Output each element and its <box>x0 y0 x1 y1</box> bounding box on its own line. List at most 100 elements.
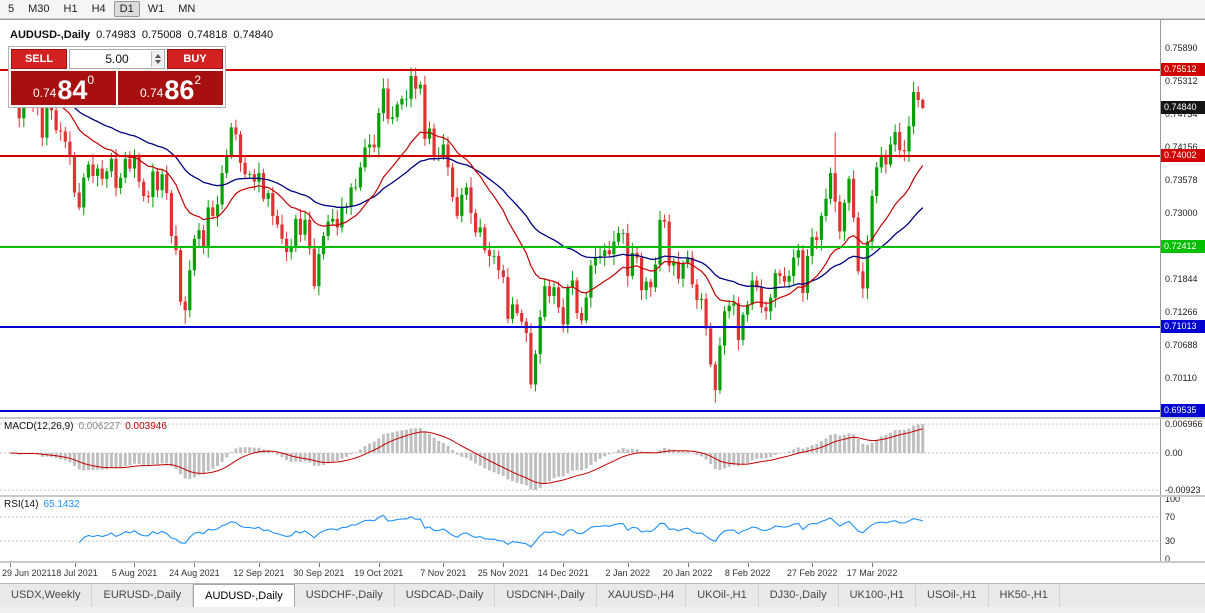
chart-tab-xauusd-h4[interactable]: XAUUSD-,H4 <box>597 584 687 607</box>
price-tick-label: 0.70688 <box>1165 340 1198 351</box>
buy-price-display[interactable]: 0.74 86 2 <box>118 71 223 105</box>
high-value: 0.75008 <box>141 29 182 41</box>
sell-button[interactable]: SELL <box>11 49 67 69</box>
rsi-name: RSI(14) <box>4 499 39 510</box>
macd-axis-label: 0.00 <box>1165 447 1183 458</box>
macd-name: MACD(12,26,9) <box>4 421 74 432</box>
macd-main-value: 0.006227 <box>78 421 121 432</box>
chart-tab-ukoil-h1[interactable]: UKOil-,H1 <box>686 584 759 607</box>
macd-axis-label: -0.00923 <box>1165 485 1201 495</box>
macd-axis-label: 0.006966 <box>1165 419 1203 429</box>
buy-price-prefix: 0.74 <box>139 86 164 100</box>
time-tick <box>258 563 260 567</box>
one-click-trading-panel: SELL 5.00 BUY 0.74 84 0 0.74 86 2 <box>8 46 226 108</box>
date-label: 29 Jun 2021 <box>2 568 52 578</box>
period-button-d1[interactable]: D1 <box>113 1 140 17</box>
volume-value: 5.00 <box>105 52 129 66</box>
chart-tab-usdcnh-daily[interactable]: USDCNH-,Daily <box>495 584 597 607</box>
price-axis-border <box>1160 20 1161 563</box>
chart-tab-usdchf-daily[interactable]: USDCHF-,Daily <box>295 584 395 607</box>
timeframe-toolbar: 5 M30 H1 H4 D1 W1 MN <box>0 0 1205 19</box>
close-value: 0.74840 <box>233 29 274 41</box>
period-button-mn[interactable]: MN <box>178 3 196 15</box>
date-label: 25 Nov 2021 <box>477 568 529 578</box>
open-value: 0.74983 <box>96 29 136 41</box>
date-label: 5 Aug 2021 <box>111 568 158 578</box>
time-tick <box>872 563 874 567</box>
date-label: 12 Sep 2021 <box>233 568 285 578</box>
horizontal-line[interactable] <box>0 154 1160 157</box>
macd-canvas[interactable] <box>0 419 1160 495</box>
chart-tabs-bar: USDX,Weekly EURUSD-,Daily AUDUSD-,Daily USD… <box>0 583 1205 607</box>
volume-input[interactable]: 5.00 <box>69 49 165 69</box>
time-tick <box>318 563 320 567</box>
price-tick-label: 0.75312 <box>1165 76 1198 86</box>
time-tick <box>443 563 445 567</box>
date-label: 18 Jul 2021 <box>51 568 98 578</box>
period-button-h1[interactable]: H1 <box>63 3 78 15</box>
time-tick <box>194 563 196 567</box>
chart-tab-eurusd-daily[interactable]: EURUSD-,Daily <box>92 584 194 607</box>
line-price-chip: 0.71013 <box>1161 320 1205 334</box>
date-label: 2 Jan 2022 <box>605 568 651 578</box>
pane-separator[interactable] <box>0 417 1205 419</box>
horizontal-line[interactable] <box>0 245 1160 248</box>
buy-button[interactable]: BUY <box>167 49 223 69</box>
current-price-chip: 0.74840 <box>1161 101 1205 115</box>
chart-tab-hk50-h1[interactable]: HK50-,H1 <box>989 584 1060 607</box>
volume-down-icon[interactable] <box>154 60 161 64</box>
period-button-5[interactable]: 5 <box>8 3 15 15</box>
price-tick-label: 0.70110 <box>1165 373 1197 384</box>
chart-tab-dj30-daily[interactable]: DJ30-,Daily <box>759 584 839 607</box>
line-price-chip: 0.69535 <box>1161 404 1205 418</box>
volume-stepper[interactable] <box>151 51 163 67</box>
time-tick <box>503 563 505 567</box>
buy-price-pipette: 2 <box>194 73 202 87</box>
rsi-axis-label: 0 <box>1165 554 1171 564</box>
date-label: 14 Dec 2021 <box>537 568 589 578</box>
period-button-h4[interactable]: H4 <box>91 3 106 15</box>
date-label: 17 Mar 2022 <box>846 568 898 578</box>
rsi-indicator-label: RSI(14) 65.1432 <box>4 499 85 510</box>
rsi-axis-label: 70 <box>1165 512 1176 522</box>
chart-window[interactable]: AUDUSD-,Daily 0.74983 0.75008 0.74818 0.7484… <box>0 19 1205 583</box>
pane-separator[interactable] <box>0 495 1205 497</box>
time-tick <box>627 563 629 567</box>
date-label: 7 Nov 2021 <box>420 568 467 578</box>
time-tick <box>687 563 689 567</box>
horizontal-line[interactable] <box>0 325 1160 328</box>
price-tick-label: 0.74156 <box>1165 142 1198 153</box>
chart-tab-usdcad-daily[interactable]: USDCAD-,Daily <box>395 584 496 607</box>
chart-tab-audusd-daily[interactable]: AUDUSD-,Daily <box>193 584 295 607</box>
chart-tab-uk100-h1[interactable]: UK100-,H1 <box>839 584 917 607</box>
period-button-m30[interactable]: M30 <box>28 3 50 15</box>
date-label: 24 Aug 2021 <box>169 568 220 578</box>
rsi-axis-label: 100 <box>1165 494 1181 504</box>
line-price-chip: 0.75512 <box>1161 63 1205 77</box>
period-button-w1[interactable]: W1 <box>147 3 165 15</box>
line-price-chip: 0.72412 <box>1161 240 1205 254</box>
price-tick-label: 0.75890 <box>1165 43 1198 53</box>
macd-signal-value: 0.003946 <box>125 421 167 432</box>
sell-price-display[interactable]: 0.74 84 0 <box>11 71 116 105</box>
time-tick <box>134 563 136 567</box>
chart-tab-usoil-h1[interactable]: USOil-,H1 <box>916 584 989 607</box>
price-tick-label: 0.73578 <box>1165 175 1198 186</box>
line-price-chip: 0.74002 <box>1161 149 1205 163</box>
low-value: 0.74818 <box>187 29 228 41</box>
time-axis-border <box>0 561 1205 563</box>
time-tick <box>563 563 565 567</box>
chart-tab-usdx-weekly[interactable]: USDX,Weekly <box>0 584 93 607</box>
sell-price-big: 84 <box>57 75 88 105</box>
volume-up-icon[interactable] <box>154 54 161 58</box>
price-tick-label: 0.73000 <box>1165 208 1198 219</box>
time-tick <box>812 563 814 567</box>
time-tick <box>10 563 11 567</box>
date-label: 20 Jan 2022 <box>662 568 713 578</box>
rsi-canvas[interactable] <box>0 497 1160 561</box>
horizontal-line[interactable] <box>0 68 1160 71</box>
date-label: 19 Oct 2021 <box>354 568 404 578</box>
time-tick <box>747 563 749 567</box>
buy-price-big: 86 <box>164 75 195 105</box>
horizontal-line[interactable] <box>0 409 1160 412</box>
